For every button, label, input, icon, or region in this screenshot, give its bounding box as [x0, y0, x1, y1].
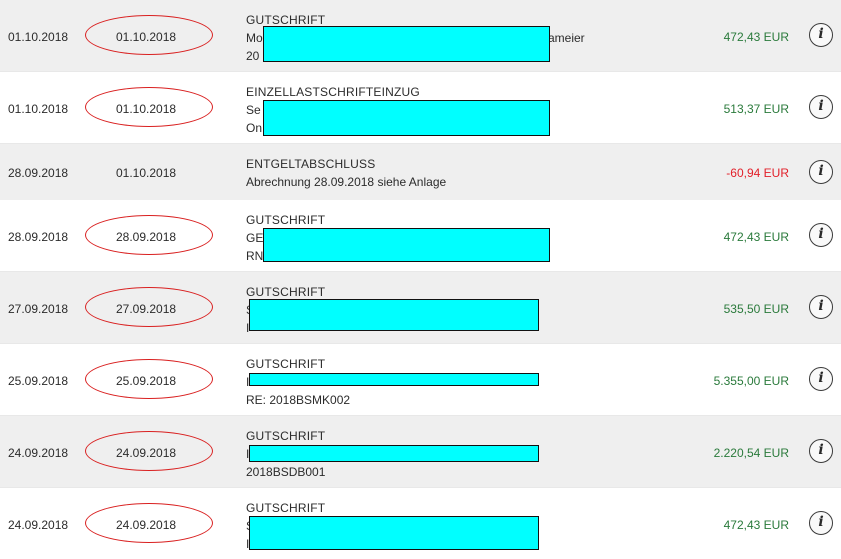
booking-date: 28.09.2018 — [8, 166, 69, 180]
table-row[interactable]: 28.09.2018 28.09.2018 GUTSCHRIFT GE RN 4… — [0, 200, 841, 272]
info-icon[interactable]: i — [809, 367, 833, 391]
description-line-2-suffix: ameier — [548, 31, 585, 45]
description-line-3: I — [246, 321, 250, 335]
transaction-type: GUTSCHRIFT — [246, 357, 326, 371]
value-date: 28.09.2018 — [116, 230, 177, 244]
value-date: 27.09.2018 — [116, 302, 177, 316]
table-row[interactable]: 24.09.2018 24.09.2018 GUTSCHRIFT S I 472… — [0, 488, 841, 559]
transaction-description: GUTSCHRIFT Mo 20 — [246, 11, 325, 65]
booking-date: 01.10.2018 — [8, 102, 69, 116]
booking-date: 24.09.2018 — [8, 518, 69, 532]
redaction-box — [263, 26, 550, 62]
description-line-2: I — [246, 447, 250, 461]
description-line-2: Mo — [246, 31, 263, 45]
redaction-box — [249, 299, 539, 331]
info-icon[interactable]: i — [809, 23, 833, 47]
description-line-2: Abrechnung 28.09.2018 siehe Anlage — [246, 175, 447, 189]
transaction-type: GUTSCHRIFT — [246, 429, 326, 443]
table-row[interactable]: 27.09.2018 27.09.2018 GUTSCHRIFT S I 535… — [0, 272, 841, 344]
redaction-box — [263, 100, 550, 136]
transaction-description: GUTSCHRIFT I 2018BSDB001 — [246, 427, 325, 481]
booking-date: 01.10.2018 — [8, 30, 69, 44]
transaction-description: GUTSCHRIFT GE RN — [246, 211, 325, 265]
value-date: 24.09.2018 — [116, 518, 177, 532]
amount: 472,43 EUR — [723, 518, 789, 532]
amount: 472,43 EUR — [723, 30, 789, 44]
description-line-3: I — [246, 537, 250, 551]
redaction-box — [263, 228, 550, 262]
description-line-2: Se — [246, 103, 261, 117]
value-date: 01.10.2018 — [116, 166, 177, 180]
table-row[interactable]: 25.09.2018 25.09.2018 GUTSCHRIFT I RE: 2… — [0, 344, 841, 416]
info-icon[interactable]: i — [809, 511, 833, 535]
transaction-type: GUTSCHRIFT — [246, 13, 326, 27]
transaction-type: ENTGELTABSCHLUSS — [246, 157, 376, 171]
booking-date: 27.09.2018 — [8, 302, 69, 316]
info-icon[interactable]: i — [809, 95, 833, 119]
info-icon[interactable]: i — [809, 160, 833, 184]
transaction-description: ENTGELTABSCHLUSS Abrechnung 28.09.2018 s… — [246, 155, 446, 191]
info-icon[interactable]: i — [809, 439, 833, 463]
value-date: 24.09.2018 — [116, 446, 177, 460]
description-line-2: I — [246, 375, 250, 389]
amount: 2.220,54 EUR — [713, 446, 789, 460]
transaction-type: GUTSCHRIFT — [246, 501, 326, 515]
redaction-box — [249, 445, 539, 462]
amount: 535,50 EUR — [723, 302, 789, 316]
info-icon[interactable]: i — [809, 295, 833, 319]
table-row[interactable]: 01.10.2018 01.10.2018 GUTSCHRIFT Mo 20 a… — [0, 0, 841, 72]
description-line-3: RE: 2018BSMK002 — [246, 393, 351, 407]
description-line-3: RN — [246, 249, 264, 263]
redaction-box — [249, 516, 539, 550]
description-line-3: On — [246, 121, 263, 135]
description-line-3: 2018BSDB001 — [246, 465, 326, 479]
transaction-description: GUTSCHRIFT I RE: 2018BSMK002 — [246, 355, 350, 409]
amount: 513,37 EUR — [723, 102, 789, 116]
transaction-description: EINZELLASTSCHRIFTEINZUG Se On — [246, 83, 420, 137]
redaction-box — [249, 373, 539, 386]
description-line-3: 20 — [246, 49, 260, 63]
amount: -60,94 EUR — [726, 166, 789, 180]
amount: 472,43 EUR — [723, 230, 789, 244]
transaction-type: GUTSCHRIFT — [246, 285, 326, 299]
table-row[interactable]: 24.09.2018 24.09.2018 GUTSCHRIFT I 2018B… — [0, 416, 841, 488]
booking-date: 24.09.2018 — [8, 446, 69, 460]
value-date: 25.09.2018 — [116, 374, 177, 388]
amount: 5.355,00 EUR — [713, 374, 789, 388]
value-date: 01.10.2018 — [116, 30, 177, 44]
booking-date: 25.09.2018 — [8, 374, 69, 388]
booking-date: 28.09.2018 — [8, 230, 69, 244]
value-date: 01.10.2018 — [116, 102, 177, 116]
transaction-type: GUTSCHRIFT — [246, 213, 326, 227]
table-row[interactable]: 01.10.2018 01.10.2018 EINZELLASTSCHRIFTE… — [0, 72, 841, 144]
description-line-2: GE — [246, 231, 264, 245]
transaction-type: EINZELLASTSCHRIFTEINZUG — [246, 85, 420, 99]
info-icon[interactable]: i — [809, 223, 833, 247]
